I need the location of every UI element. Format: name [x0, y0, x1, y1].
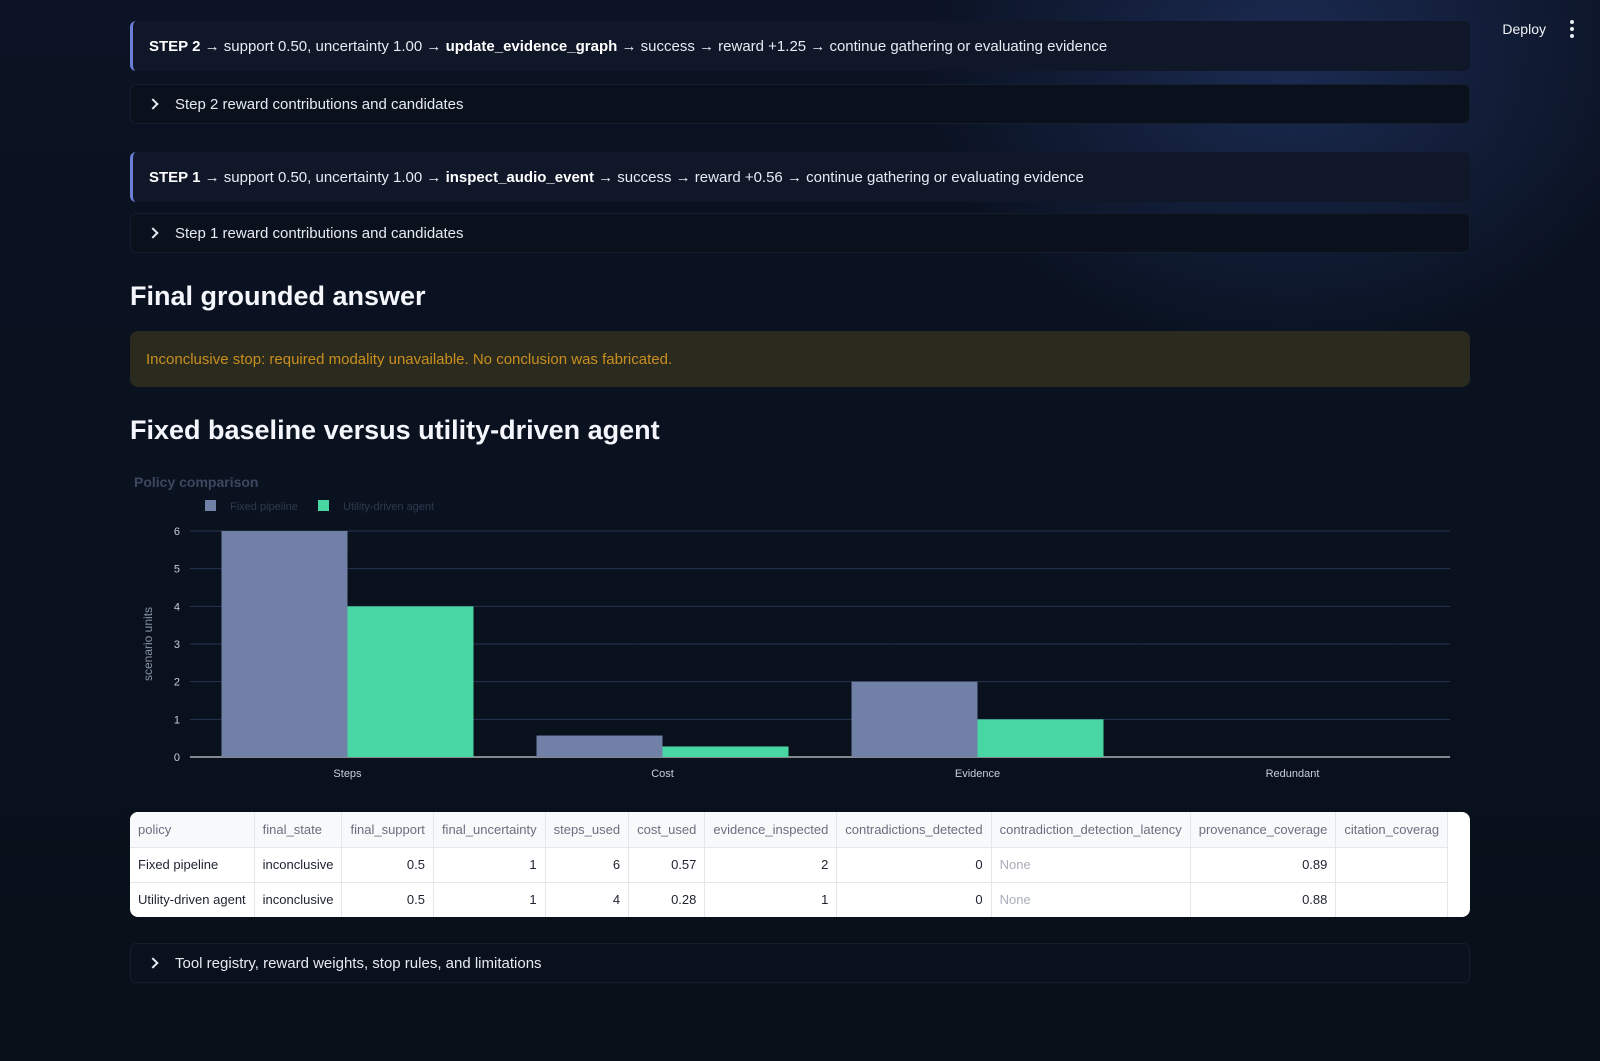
- comparison-heading: Fixed baseline versus utility-driven age…: [130, 415, 660, 445]
- table-cell: None: [991, 847, 1191, 883]
- step-outcome: → success → reward +1.25 → continue gath…: [617, 37, 1108, 55]
- legend-label: Utility-driven agent: [343, 501, 434, 513]
- y-axis-label: scenario units: [141, 607, 155, 681]
- final-answer-heading: Final grounded answer: [130, 281, 426, 311]
- table-cell: 1: [433, 882, 546, 917]
- table-cell: 0: [836, 882, 992, 917]
- policy-comparison-chart: Policy comparison Fixed pipeline Utility-d…: [134, 474, 1450, 780]
- chevron-right-icon: [147, 227, 159, 239]
- table-cell: inconclusive: [254, 882, 343, 917]
- alert-text: Inconclusive stop: required modality una…: [146, 350, 673, 368]
- step-2-expander[interactable]: Step 2 reward contributions and candidat…: [130, 84, 1470, 124]
- column-header[interactable]: final_support: [341, 812, 434, 848]
- table-cell: 0.89: [1190, 847, 1337, 883]
- table-cell: None: [991, 882, 1191, 917]
- step-action: inspect_audio_event: [445, 168, 594, 186]
- table-cell: 1: [433, 847, 546, 883]
- table-row[interactable]: Fixed pipeline inconclusive 0.5 1 6 0.57 2 0 Non…: [130, 847, 1449, 883]
- x-tick-label: Evidence: [955, 768, 1000, 780]
- column-header[interactable]: policy: [130, 812, 255, 848]
- table-cell: 0.28: [628, 882, 706, 917]
- column-header[interactable]: evidence_inspected: [704, 812, 838, 848]
- chart-title: Policy comparison: [134, 474, 258, 490]
- column-header[interactable]: citation_coverag: [1335, 812, 1449, 848]
- y-tick-label: 2: [174, 677, 180, 689]
- y-tick-label: 4: [174, 601, 180, 613]
- step-label: STEP 2: [149, 37, 201, 55]
- main-menu-icon[interactable]: [1566, 18, 1578, 40]
- step-1-expander[interactable]: Step 1 reward contributions and candidat…: [130, 213, 1470, 253]
- y-tick-label: 1: [174, 714, 180, 726]
- legend-swatch: [318, 500, 329, 511]
- bar: [977, 719, 1104, 757]
- table-cell: inconclusive: [254, 847, 343, 883]
- table-cell: [1335, 847, 1449, 883]
- x-tick-label: Cost: [651, 768, 674, 780]
- y-tick-label: 5: [174, 564, 180, 576]
- step-status: → support 0.50, uncertainty 1.00 →: [200, 37, 446, 55]
- table-cell: 0.57: [628, 847, 706, 883]
- chevron-right-icon: [147, 98, 159, 110]
- column-header[interactable]: provenance_coverage: [1190, 812, 1337, 848]
- bar: [662, 746, 789, 757]
- table-cell: 0.5: [341, 882, 434, 917]
- step-action: update_evidence_graph: [445, 37, 618, 55]
- expander-label: Tool registry, reward weights, stop rule…: [175, 954, 542, 972]
- bar: [851, 681, 978, 757]
- table-header-row: policy final_state final_support final_unce…: [130, 812, 1449, 848]
- comparison-table[interactable]: policy final_state final_support final_unce…: [130, 812, 1470, 917]
- chevron-right-icon: [147, 957, 159, 969]
- table-cell: 0.5: [341, 847, 434, 883]
- column-header[interactable]: contradictions_detected: [836, 812, 992, 848]
- x-tick-label: Redundant: [1266, 768, 1320, 780]
- y-tick-label: 0: [174, 752, 180, 764]
- table-cell: 1: [704, 882, 838, 917]
- table-cell: Fixed pipeline: [130, 847, 255, 883]
- bar: [221, 531, 348, 757]
- step-label: STEP 1: [149, 168, 201, 186]
- expander-label: Step 1 reward contributions and candidat…: [175, 224, 464, 242]
- y-tick-label: 6: [174, 526, 180, 538]
- column-header[interactable]: final_uncertainty: [433, 812, 546, 848]
- tool-registry-expander[interactable]: Tool registry, reward weights, stop rule…: [130, 943, 1470, 983]
- step-status: → support 0.50, uncertainty 1.00 →: [200, 168, 446, 186]
- table-cell: Utility-driven agent: [130, 882, 255, 917]
- table-cell: 6: [545, 847, 630, 883]
- topbar: Deploy: [1502, 18, 1578, 40]
- column-header[interactable]: contradiction_detection_latency: [991, 812, 1191, 848]
- legend-label: Fixed pipeline: [230, 501, 298, 513]
- step-outcome: → success → reward +0.56 → continue gath…: [593, 168, 1084, 186]
- step-1-summary: STEP 1 → support 0.50, uncertainty 1.00 …: [130, 152, 1470, 202]
- bar: [347, 606, 474, 757]
- table-cell: [1335, 882, 1449, 917]
- column-header[interactable]: cost_used: [628, 812, 706, 848]
- table-cell: 4: [545, 882, 630, 917]
- column-header[interactable]: steps_used: [545, 812, 630, 848]
- bar: [536, 735, 663, 757]
- table-row[interactable]: Utility-driven agent inconclusive 0.5 1 4 0.2…: [130, 882, 1449, 917]
- legend-swatch: [205, 500, 216, 511]
- column-header[interactable]: final_state: [254, 812, 343, 848]
- expander-label: Step 2 reward contributions and candidat…: [175, 95, 464, 113]
- table-cell: 2: [704, 847, 838, 883]
- table-cell: 0: [836, 847, 992, 883]
- inconclusive-alert: Inconclusive stop: required modality una…: [130, 331, 1470, 387]
- deploy-button[interactable]: Deploy: [1502, 21, 1546, 37]
- x-tick-label: Steps: [333, 768, 362, 780]
- table-cell: 0.88: [1190, 882, 1337, 917]
- step-2-summary: STEP 2 → support 0.50, uncertainty 1.00 …: [130, 21, 1470, 71]
- y-tick-label: 3: [174, 639, 180, 651]
